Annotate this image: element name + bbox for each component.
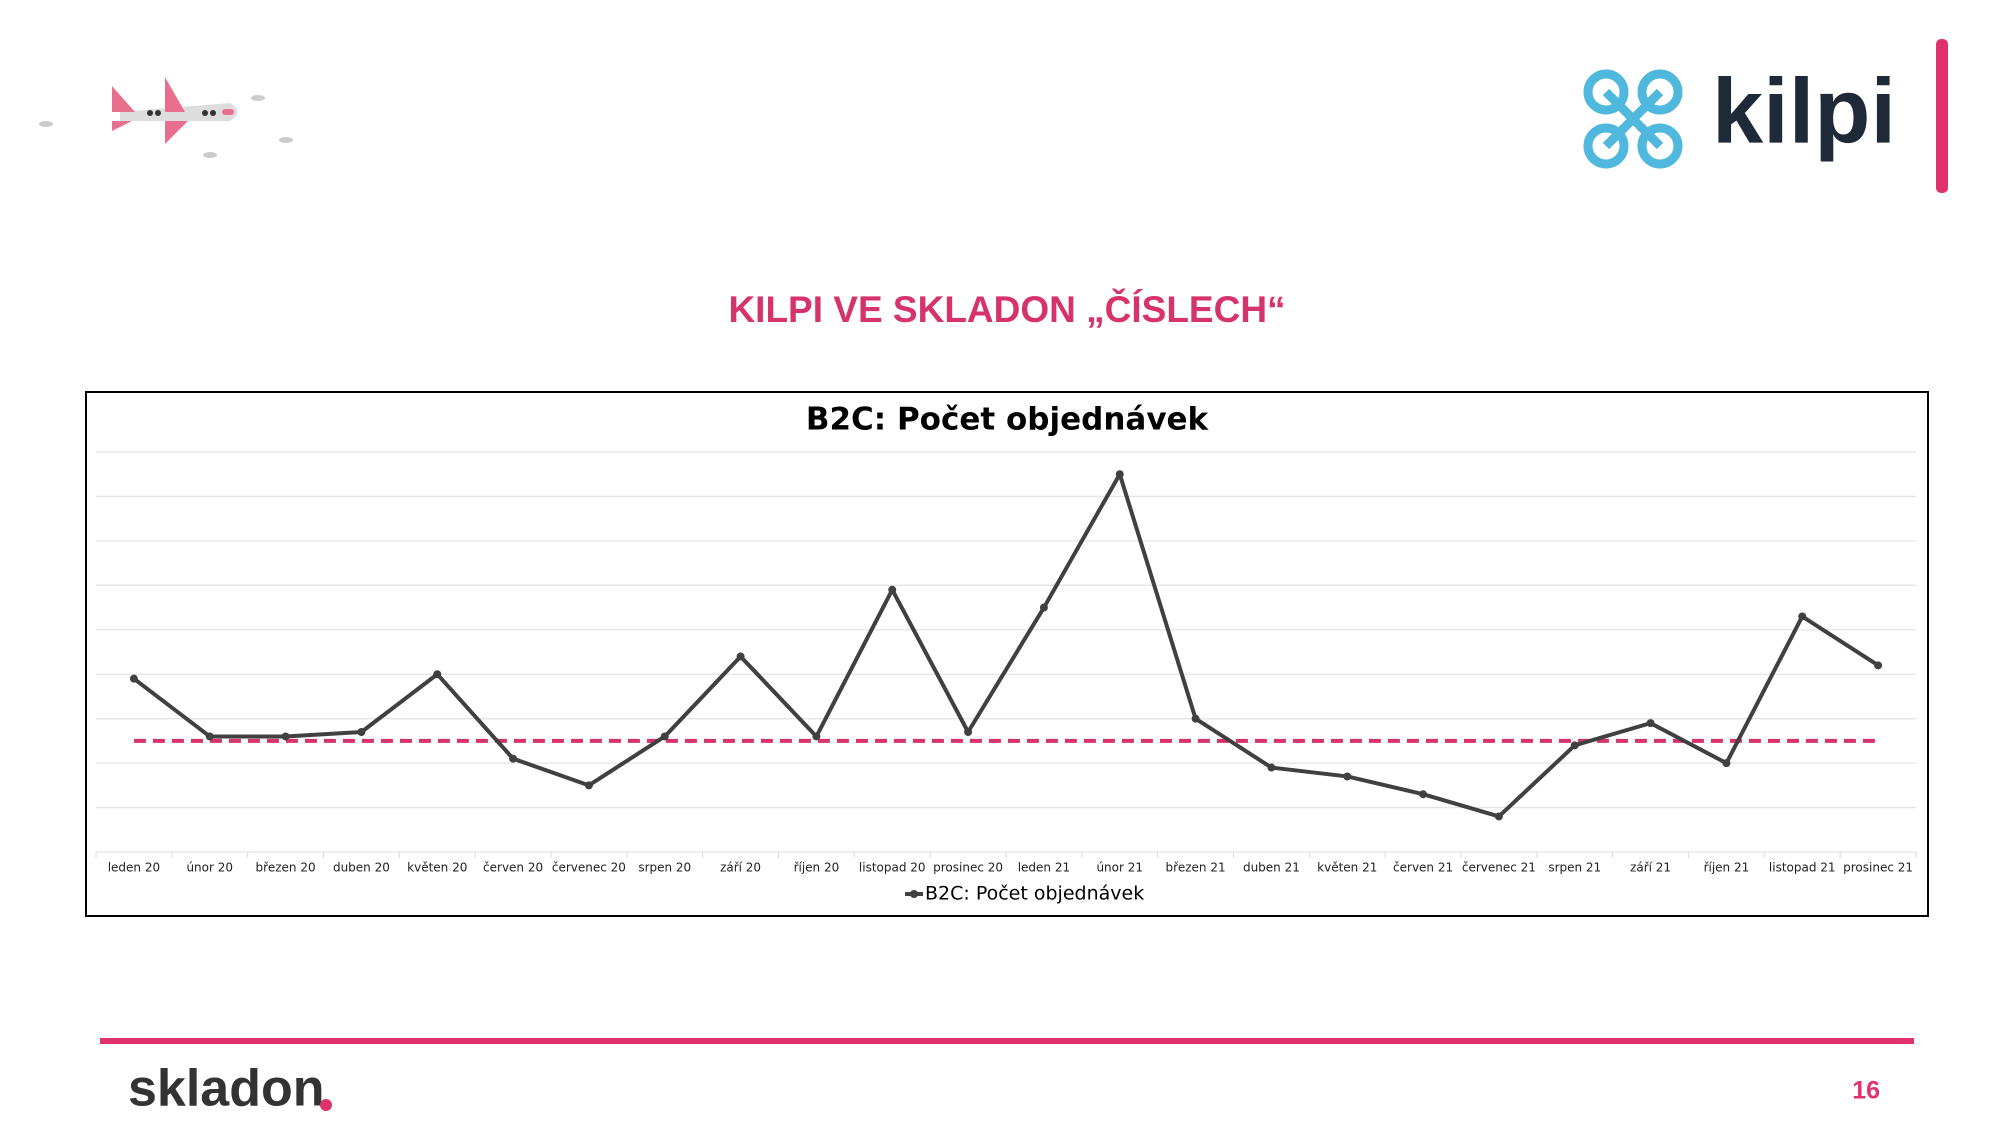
- legend-marker: [910, 890, 918, 898]
- x-tick-label: květen 21: [1317, 861, 1377, 875]
- point: [736, 652, 745, 661]
- x-tick-label: červen 20: [483, 861, 543, 875]
- page-number: 16: [1852, 1077, 1880, 1105]
- point: [281, 732, 290, 741]
- point: [1039, 603, 1048, 612]
- kilpi-logo: [1583, 69, 1683, 169]
- plot: leden 20 únor 20 březen 20 duben 20 květen 2…: [95, 451, 1917, 905]
- point: [1419, 790, 1428, 799]
- point: [1646, 719, 1655, 728]
- series-line: [132, 472, 1880, 819]
- point: [1267, 763, 1276, 772]
- x-tick-label: srpen 20: [638, 861, 691, 875]
- point: [129, 674, 138, 683]
- legend-label: B2C: Počet objednávek: [925, 883, 1144, 905]
- x-tick-label: září 20: [720, 861, 761, 875]
- x-tick-label: červenec 21: [1462, 861, 1536, 875]
- x-tick-label: únor 20: [186, 861, 233, 875]
- x-tick-label: leden 20: [108, 861, 160, 875]
- point: [888, 585, 897, 594]
- point: [433, 670, 442, 679]
- x-tick-label: leden 21: [1018, 861, 1070, 875]
- x-tick-label: listopad 21: [1769, 861, 1836, 875]
- x-tick-label: červenec 20: [552, 861, 626, 875]
- x-tick-label: srpen 21: [1548, 861, 1601, 875]
- client-logo: kilpi: [1712, 60, 1896, 162]
- chart-frame: [85, 391, 1929, 917]
- point: [812, 732, 821, 741]
- x-tick-label: listopad 20: [859, 861, 926, 875]
- x-tick-label: květen 20: [407, 861, 467, 875]
- point: [509, 754, 518, 763]
- x-tick-label: prosinec 21: [1843, 861, 1913, 875]
- brand-logo: skladon: [128, 1060, 325, 1118]
- point: [584, 781, 593, 790]
- point: [1798, 612, 1807, 621]
- point: [660, 732, 669, 741]
- point: [1570, 741, 1579, 750]
- point: [964, 728, 973, 736]
- point: [1191, 714, 1200, 723]
- footer-rule: [100, 1038, 1914, 1044]
- x-tick-label: červen 21: [1393, 861, 1453, 875]
- x-tick-label: duben 20: [333, 861, 390, 875]
- point: [1874, 661, 1883, 670]
- point: [1115, 470, 1124, 479]
- x-tick-label: říjen 20: [794, 861, 840, 875]
- point: [1343, 772, 1352, 781]
- point: [1494, 812, 1503, 821]
- chart-title: B2C: Počet objednávek: [806, 402, 1210, 438]
- accent-bar: [1936, 39, 1948, 193]
- x-tick-label: březen 20: [256, 861, 316, 875]
- x-tick-label: září 21: [1630, 861, 1671, 875]
- airplane-icon: [39, 77, 293, 158]
- x-tick-label: říjen 21: [1704, 861, 1750, 875]
- point: [357, 728, 366, 736]
- brand-dot: [320, 1099, 332, 1111]
- x-tick-label: duben 21: [1243, 861, 1300, 875]
- point: [1722, 759, 1731, 768]
- x-tick-label: prosinec 20: [933, 861, 1003, 875]
- slide-title: KILPI VE SKLADON „ČÍSLECH“: [728, 288, 1285, 330]
- point: [205, 732, 214, 741]
- x-tick-label: březen 21: [1166, 861, 1226, 875]
- x-tick-label: únor 21: [1096, 861, 1143, 875]
